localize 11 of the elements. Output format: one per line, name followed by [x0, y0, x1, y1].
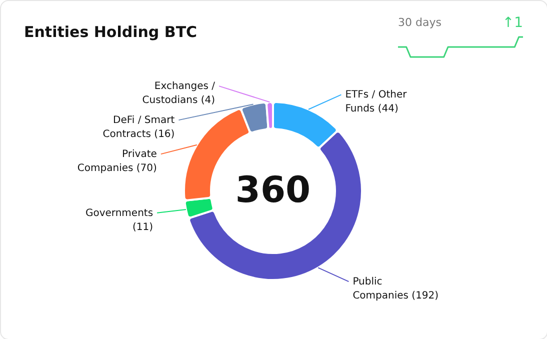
slice-label: ETFs / Other Funds (44) [345, 90, 408, 115]
data-label: (11) [132, 222, 154, 233]
text: ↑1 [502, 15, 523, 31]
slice-label: Public Companies (192) [352, 276, 439, 302]
chart-title: Entities Holding BTC [24, 23, 198, 41]
slice-label: Governments [85, 208, 154, 219]
slice-label: Exchanges / Custodians (4) [142, 81, 216, 106]
slice-label: DeFi / Smart Contracts (16) [102, 115, 175, 140]
slice-label: Private Companies (70) [77, 149, 158, 174]
text: 30 days [398, 16, 442, 29]
text: 360 [235, 170, 311, 211]
